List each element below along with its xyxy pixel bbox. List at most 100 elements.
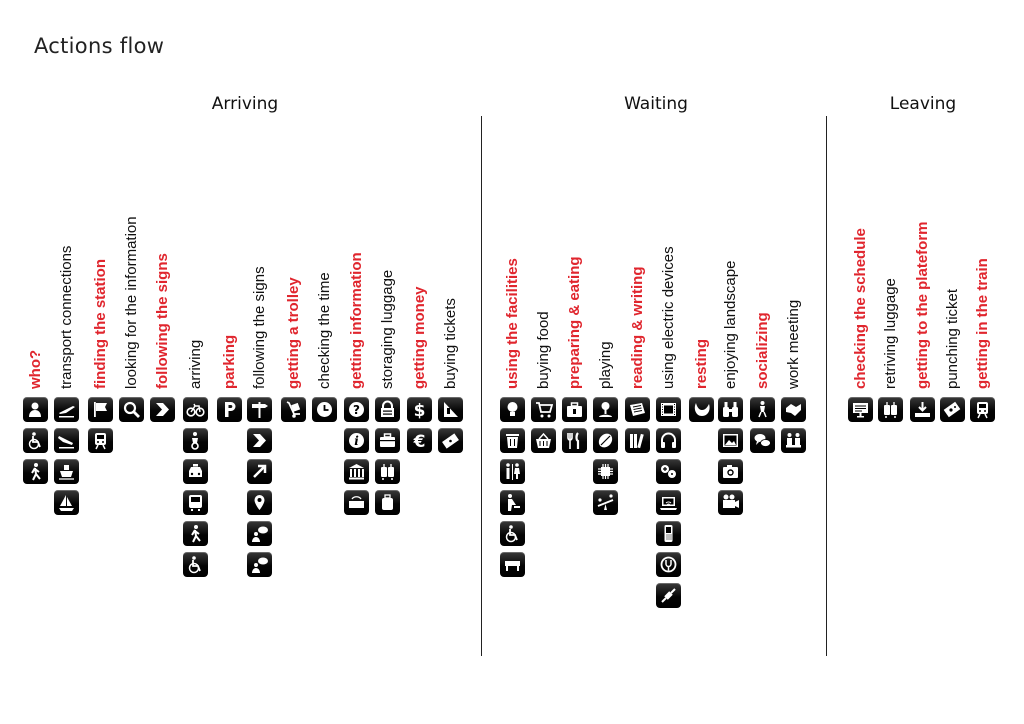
hotel-icon	[344, 490, 369, 515]
trolley-icon	[281, 397, 306, 422]
action-column: parking	[216, 0, 243, 724]
motorcycle-icon	[183, 428, 208, 453]
trash-bin-icon	[500, 428, 525, 453]
action-column: getting money $ €	[406, 0, 433, 724]
shopping-cart-icon	[531, 397, 556, 422]
action-label-text: reading & writing	[629, 266, 646, 389]
action-label-text: arriving	[187, 339, 204, 389]
baby-change-icon	[500, 490, 525, 515]
svg-text:$: $	[414, 401, 426, 419]
diagonal-arrow-icon	[247, 459, 272, 484]
dollar-icon: $	[407, 397, 432, 422]
binoculars-icon	[718, 397, 743, 422]
clock-icon	[312, 397, 337, 422]
person-icon	[23, 397, 48, 422]
laptop-wifi-icon	[656, 490, 681, 515]
action-column: buying food	[530, 0, 557, 724]
luggage-trolley-icon	[878, 397, 903, 422]
person-info-icon	[247, 521, 272, 546]
plane-landing-icon	[54, 428, 79, 453]
wheelchair-icon	[183, 552, 208, 577]
wheelchair-icon	[500, 521, 525, 546]
action-label-text: using the facilities	[504, 258, 521, 389]
ship-icon	[54, 459, 79, 484]
signpost-icon	[247, 397, 272, 422]
luggage-icon	[375, 490, 400, 515]
action-column: using the facilities	[499, 0, 526, 724]
direction-arrow-icon	[247, 428, 272, 453]
action-label-text: retriving luggage	[882, 278, 899, 389]
section-divider	[826, 116, 827, 656]
lightbulb-icon	[500, 397, 525, 422]
action-label-text: finding the station	[92, 259, 109, 389]
action-column: getting information? i	[343, 0, 370, 724]
svg-text:i: i	[354, 434, 359, 448]
action-column: socializing	[749, 0, 776, 724]
action-label-text: work meeting	[785, 299, 802, 389]
action-column: finding the station	[87, 0, 114, 724]
train-icon	[88, 428, 113, 453]
shopping-basket-icon	[531, 428, 556, 453]
section-title-waiting: Waiting	[624, 94, 688, 114]
plane-takeoff-icon	[54, 397, 79, 422]
ticket-punch-icon	[940, 397, 965, 422]
action-column: transport connections	[53, 0, 80, 724]
person-info-icon	[247, 552, 272, 577]
kit-bag-icon	[562, 397, 587, 422]
action-label-text: getting information	[348, 252, 365, 389]
bus-icon	[183, 490, 208, 515]
action-column: buying tickets	[437, 0, 464, 724]
action-column: reading & writing	[624, 0, 651, 724]
video-camera-icon	[718, 490, 743, 515]
meeting-icon	[781, 428, 806, 453]
sailboat-icon	[54, 490, 79, 515]
section-title-arriving: Arriving	[211, 94, 279, 114]
action-label-text: looking for the information	[123, 216, 140, 389]
action-label-text: playing	[597, 341, 614, 389]
headphones-icon	[656, 428, 681, 453]
action-column: looking for the information	[118, 0, 145, 724]
cutlery-icon	[562, 428, 587, 453]
action-column: following the signs	[246, 0, 273, 724]
pedestrian-icon	[183, 521, 208, 546]
action-label-text: socializing	[754, 312, 771, 389]
newspaper-icon	[625, 397, 650, 422]
flag-icon	[88, 397, 113, 422]
action-label-text: getting to the plateform	[914, 221, 931, 390]
action-column: checking the schedule	[847, 0, 874, 724]
section-divider	[481, 116, 482, 656]
svg-text:?: ?	[353, 403, 360, 417]
action-column: retriving luggage	[877, 0, 904, 724]
neck-pillow-icon	[689, 397, 714, 422]
books-icon	[625, 428, 650, 453]
locker-icon	[375, 397, 400, 422]
direction-arrow-icon	[150, 397, 175, 422]
info-icon: i	[344, 428, 369, 453]
bicycle-icon	[183, 397, 208, 422]
parking-icon	[217, 397, 242, 422]
action-column: arriving	[182, 0, 209, 724]
action-column: punching ticket	[939, 0, 966, 724]
action-label-text: who?	[27, 349, 44, 389]
ticket-machine-icon	[438, 397, 463, 422]
cable-icon	[656, 583, 681, 608]
taxi-icon	[183, 459, 208, 484]
camera-icon	[718, 459, 743, 484]
schedule-screen-icon	[848, 397, 873, 422]
walking-icon	[23, 459, 48, 484]
ball-icon	[593, 428, 618, 453]
power-plug-icon	[656, 552, 681, 577]
platform-down-icon	[910, 397, 935, 422]
suitcase-icon	[375, 428, 400, 453]
action-label-text: using electric devices	[660, 246, 677, 389]
action-label-text: getting money	[411, 286, 428, 389]
action-label-text: getting in the train	[974, 258, 991, 389]
gamepad-icon	[656, 459, 681, 484]
action-label-text: parking	[221, 334, 238, 389]
action-label-text: preparing & eating	[566, 256, 583, 389]
action-column: who?	[22, 0, 49, 724]
mobile-phone-icon	[656, 521, 681, 546]
action-column: storaging luggage	[374, 0, 401, 724]
action-column: getting in the train	[969, 0, 996, 724]
action-column: using electric devices	[655, 0, 682, 724]
